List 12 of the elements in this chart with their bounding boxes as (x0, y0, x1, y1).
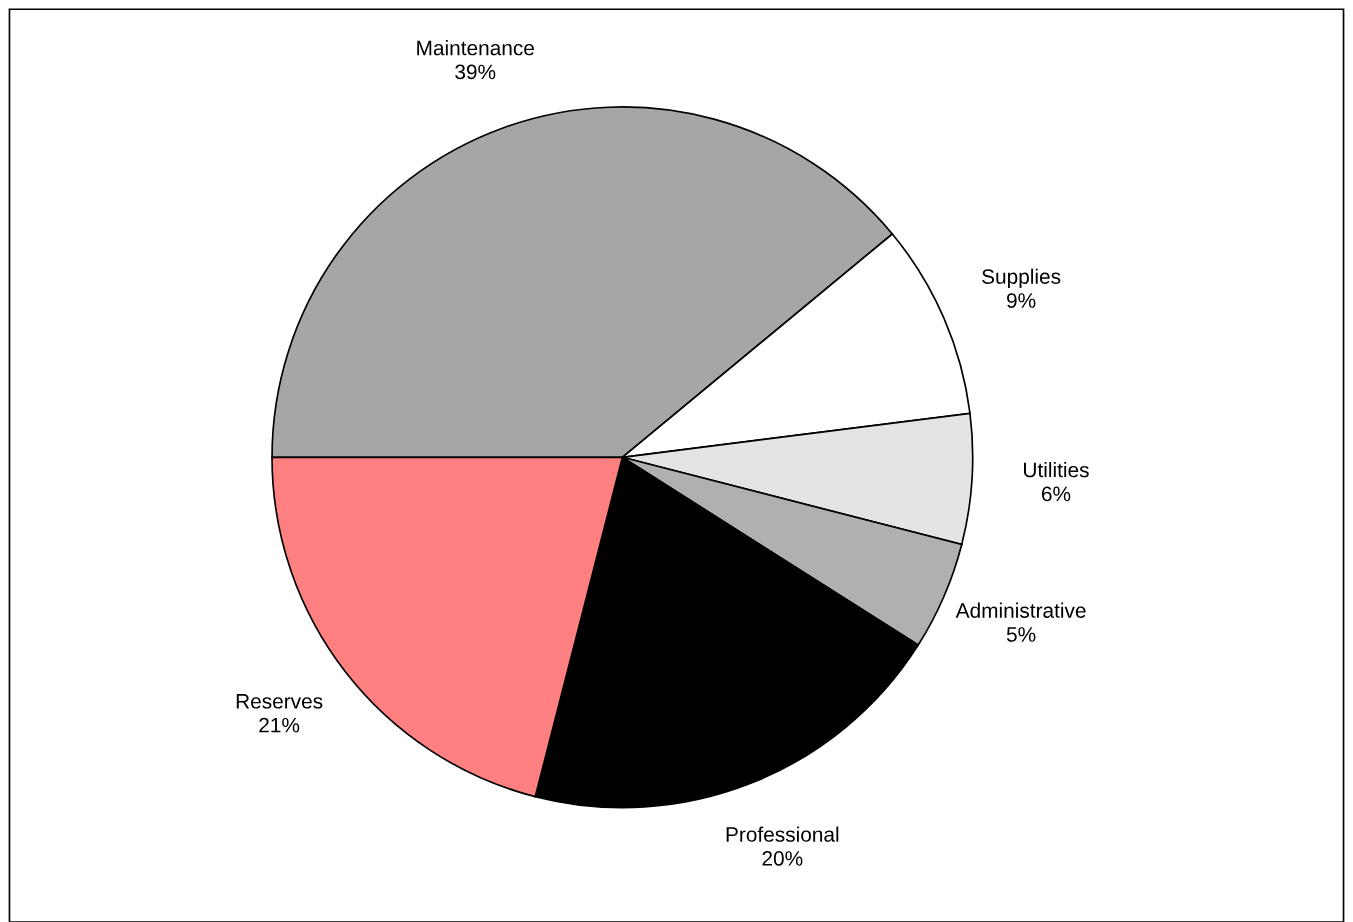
slice-label: Maintenance (417, 40, 534, 56)
data-label: 39% (455, 64, 496, 80)
slice-label: Administrative (955, 602, 1086, 618)
data-label: 5% (1006, 627, 1036, 642)
slice-label: Professional (726, 826, 839, 842)
slice-label: Supplies (982, 268, 1061, 289)
data-label: 20% (762, 851, 803, 866)
data-label: 9% (1007, 293, 1036, 308)
slice-label: Reserves (236, 694, 323, 709)
data-label: 6% (1041, 486, 1071, 502)
data-label: 21% (259, 717, 300, 733)
slice-label: Utilities (1024, 462, 1089, 478)
